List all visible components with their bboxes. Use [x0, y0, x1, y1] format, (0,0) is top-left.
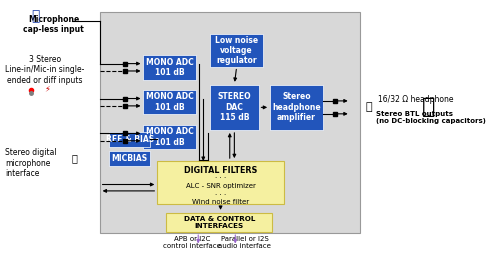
- Text: STEREO
DAC
115 dB: STEREO DAC 115 dB: [218, 93, 251, 122]
- Bar: [270, 85, 323, 130]
- Text: ⚡: ⚡: [44, 84, 50, 93]
- Bar: [144, 125, 197, 150]
- Text: · · ·: · · ·: [215, 175, 226, 181]
- Text: MONO ADC
101 dB: MONO ADC 101 dB: [146, 57, 194, 77]
- Text: MICBIAS: MICBIAS: [112, 154, 148, 163]
- Bar: [157, 161, 284, 204]
- Bar: [100, 12, 360, 233]
- Text: 3 Stereo
Line-in/Mic-in single-
ended or diff inputs: 3 Stereo Line-in/Mic-in single- ended or…: [6, 55, 84, 85]
- Text: DATA & CONTROL
INTERFACES: DATA & CONTROL INTERFACES: [184, 216, 255, 229]
- Text: Low noise
voltage
regulator: Low noise voltage regulator: [215, 36, 258, 65]
- Bar: [109, 132, 150, 147]
- Text: REF & BIAS: REF & BIAS: [106, 135, 154, 144]
- Bar: [144, 55, 197, 80]
- Text: 🎧: 🎧: [422, 97, 436, 117]
- Text: Microphone
cap-less input: Microphone cap-less input: [24, 15, 84, 34]
- Bar: [166, 213, 272, 232]
- Text: MONO ADC
101 dB: MONO ADC 101 dB: [146, 127, 194, 147]
- Text: Parallel or I2S
audio interface: Parallel or I2S audio interface: [218, 236, 271, 249]
- Text: Wind noise filter: Wind noise filter: [192, 199, 249, 205]
- Text: ALC - SNR optimizer: ALC - SNR optimizer: [186, 183, 256, 189]
- Text: Stereo BTL outputs
(no DC-blocking capacitors): Stereo BTL outputs (no DC-blocking capac…: [376, 110, 486, 124]
- Text: 🎤: 🎤: [72, 153, 78, 164]
- Bar: [210, 85, 258, 130]
- Text: MONO ADC
101 dB: MONO ADC 101 dB: [146, 93, 194, 112]
- Text: 16/32 Ω headphone: 16/32 Ω headphone: [378, 95, 454, 104]
- Text: 🔊: 🔊: [366, 102, 372, 112]
- Bar: [210, 34, 263, 67]
- Bar: [144, 90, 197, 114]
- Text: · · ·: · · ·: [215, 192, 226, 198]
- Text: APB or I2C
control interface: APB or I2C control interface: [163, 236, 220, 249]
- Bar: [109, 151, 150, 166]
- Text: Stereo
headphone
amplifier: Stereo headphone amplifier: [272, 93, 321, 122]
- Text: Stereo digital
microphone
interface: Stereo digital microphone interface: [6, 148, 57, 178]
- Text: DIGITAL FILTERS: DIGITAL FILTERS: [184, 166, 257, 175]
- Text: 🎤: 🎤: [31, 9, 40, 23]
